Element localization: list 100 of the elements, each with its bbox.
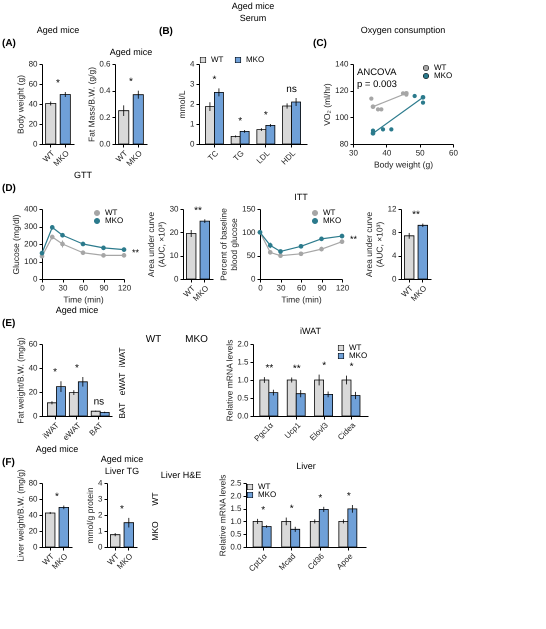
annotation: *: [212, 74, 216, 86]
x-tick-label: 0: [258, 284, 264, 292]
y-tick-label: 0: [98, 542, 104, 552]
y-tick-label: 0: [33, 542, 38, 552]
category-label: eWAT: [117, 372, 127, 396]
text: (E): [2, 318, 16, 329]
y-tick-label: 4: [190, 60, 196, 68]
point: [379, 107, 384, 112]
y-tick-label: 2: [190, 100, 196, 108]
y-tick-label: 0.0: [237, 412, 250, 420]
y-axis-title: Relative mRNA levels: [224, 340, 234, 422]
y-tick-label: 0: [190, 140, 196, 148]
y-tick-label: 20: [28, 526, 38, 536]
y-tick-label: 140: [335, 60, 350, 68]
x-tick-label: TC: [206, 148, 220, 163]
y-tick-label: 0.5: [230, 530, 242, 539]
x-axis-title: Body weight (g): [374, 160, 434, 170]
y-tick-label: 60: [28, 340, 38, 348]
annotation: *: [318, 492, 322, 504]
y-tick-label: 0: [33, 412, 38, 420]
category-label: MKO: [185, 334, 208, 345]
y-tick-label: 1.5: [230, 504, 242, 514]
text: **: [132, 247, 140, 258]
legend-label: MKO: [323, 216, 342, 225]
x-tick-label: HDL: [280, 148, 298, 166]
y-tick-label: 2.0: [230, 491, 242, 500]
annotation: *: [55, 492, 60, 503]
text: (A): [2, 38, 16, 49]
y-tick-label: 1.0: [230, 516, 242, 526]
text: (D): [2, 183, 16, 194]
y-tick-label: 10: [170, 251, 180, 260]
annotation: **: [266, 363, 274, 374]
legend-label: MKO: [258, 490, 276, 499]
y-tick-label: 60: [28, 80, 38, 88]
point: [370, 104, 376, 110]
annotation: *: [238, 116, 242, 127]
y-tick-label: 400: [24, 204, 38, 214]
y-tick-label: 20: [170, 228, 180, 237]
y-axis-title: Relative mRNA levels: [217, 474, 228, 556]
annotation: *: [56, 78, 60, 89]
y-tick-label: 0: [33, 274, 38, 284]
chart-subtitle: Serum: [240, 13, 266, 23]
point: [420, 94, 426, 100]
point: [369, 96, 374, 101]
y-tick-label: 20: [28, 388, 38, 396]
y-tick-label: 60: [28, 494, 38, 504]
y-tick-label: 80: [28, 60, 38, 68]
y-tick-label: 80: [28, 478, 38, 488]
x-tick-label: 90: [100, 284, 109, 292]
x-axis-title: Time (min): [281, 294, 322, 304]
y-tick-label: 50: [246, 251, 256, 260]
category-label: WT: [150, 492, 160, 506]
x-tick-label: 0: [40, 284, 46, 292]
y-tick-label: 150: [242, 204, 256, 214]
y-axis-title: VO₂ (ml/hr): [322, 83, 332, 126]
y-axis-title: Area under curve (AUC, ×10³): [146, 212, 167, 278]
y-tick-label: 4: [392, 251, 398, 260]
legend-label: WT: [105, 208, 118, 217]
annotation: ns: [286, 84, 297, 95]
chart-title: Aged mice: [100, 454, 144, 464]
chart-title: ITT: [294, 192, 308, 202]
annotation: *: [264, 110, 268, 121]
category-label: BAT: [117, 402, 127, 419]
annotation: *: [261, 504, 266, 516]
annotation: *: [346, 491, 351, 502]
annotation: ANCOVA: [357, 67, 398, 78]
y-tick-label: 0.4: [99, 86, 112, 96]
annotation: *: [350, 362, 354, 373]
y-tick-label: 40: [28, 100, 38, 108]
x-tick-label: 60: [79, 284, 88, 292]
chart-title: Aged mice: [110, 47, 152, 57]
annotation: *: [75, 363, 80, 374]
text: Liver H&E: [160, 470, 202, 480]
y-tick-label: 0: [174, 274, 180, 284]
legend-label: WT: [323, 208, 336, 217]
chart-title: Aged mice: [56, 305, 98, 315]
y-axis-title: Fat Mass/B.W. (g/g): [86, 66, 96, 142]
category-label: iWAT: [117, 347, 127, 368]
x-tick-label: 60: [297, 284, 306, 292]
y-axis-title: mmol/L: [177, 90, 188, 118]
x-axis-title: Time (min): [63, 294, 104, 304]
y-tick-label: 2: [98, 510, 104, 520]
y-tick-label: 100: [335, 112, 350, 122]
legend-label: WT: [349, 343, 362, 352]
y-tick-label: 200: [24, 240, 38, 248]
category-label: WT: [146, 334, 162, 345]
text: **: [350, 234, 358, 244]
y-tick-label: 2.5: [230, 478, 242, 488]
annotation: *: [53, 367, 58, 378]
y-tick-label: 40: [28, 510, 38, 520]
chart-title: iWAT: [300, 326, 322, 336]
chart-title: Aged mice: [232, 1, 274, 11]
y-tick-label: 0: [251, 274, 256, 284]
chart-title: Aged mice: [36, 25, 80, 35]
y-tick-label: 30: [170, 204, 180, 214]
x-tick-label: 90: [318, 284, 327, 292]
annotation: *: [120, 504, 124, 515]
y-tick-label: 0.5: [237, 394, 250, 402]
y-axis-title: Fat weight/B.W. (mg/g): [16, 337, 26, 424]
annotation: **: [412, 210, 420, 221]
